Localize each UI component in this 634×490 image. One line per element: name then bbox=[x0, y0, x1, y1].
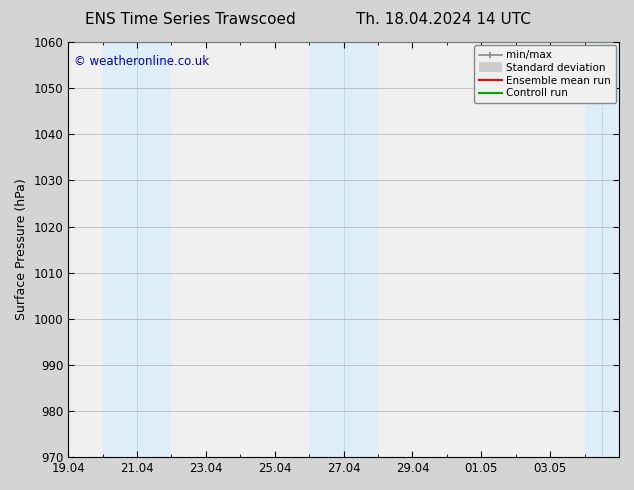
Bar bbox=[585, 42, 619, 457]
Text: © weatheronline.co.uk: © weatheronline.co.uk bbox=[74, 54, 209, 68]
Bar bbox=[103, 42, 171, 457]
Bar bbox=[309, 42, 378, 457]
Text: Th. 18.04.2024 14 UTC: Th. 18.04.2024 14 UTC bbox=[356, 12, 531, 27]
Legend: min/max, Standard deviation, Ensemble mean run, Controll run: min/max, Standard deviation, Ensemble me… bbox=[474, 45, 616, 103]
Text: ENS Time Series Trawscoed: ENS Time Series Trawscoed bbox=[85, 12, 295, 27]
Y-axis label: Surface Pressure (hPa): Surface Pressure (hPa) bbox=[15, 179, 28, 320]
